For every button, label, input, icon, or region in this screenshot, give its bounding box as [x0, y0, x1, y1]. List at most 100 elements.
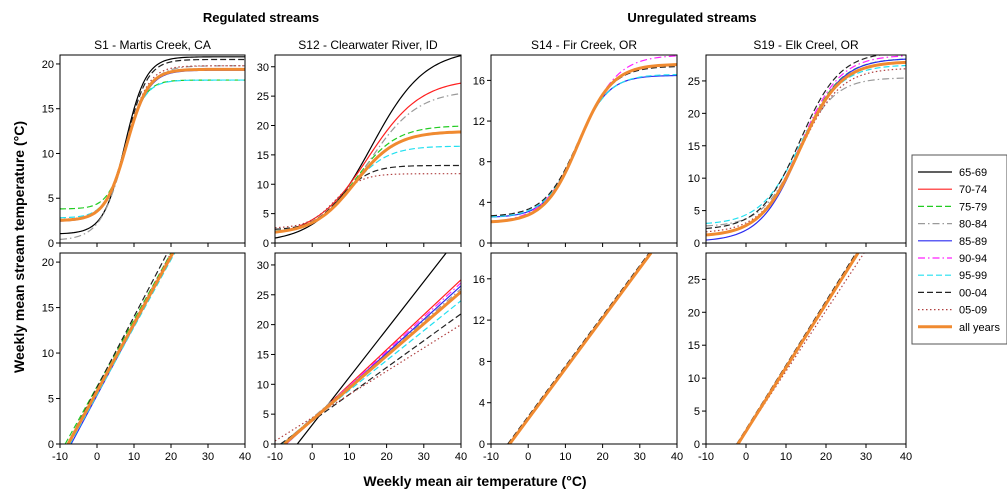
- series-line-all-years: [508, 253, 653, 444]
- plot-frame: [59, 54, 246, 244]
- series-line-all-years: [283, 290, 461, 444]
- legend-label: 05-09: [959, 305, 987, 317]
- legend-item-all-years: all years: [918, 322, 1000, 334]
- legend-box: [911, 154, 1007, 345]
- x-tick-label: 40: [455, 451, 467, 463]
- y-tick-label: 0: [479, 238, 485, 250]
- x-tick-label: -10: [483, 451, 499, 463]
- series-group: [275, 253, 461, 444]
- x-tick-label: -10: [698, 451, 714, 463]
- x-tick-label: 30: [418, 451, 430, 463]
- y-tick-label: 25: [688, 274, 700, 286]
- panel-s12-clearwater-river-id: 0 5 10 15 20 25 30 S12 - Clearwater River, ID: [257, 38, 462, 250]
- x-axis-label: Weekly mean air temperature (°C): [363, 473, 586, 489]
- panel-s19-elk-creel-or: 0 5 10 15 20 25 S19 - Elk Creel, OR: [688, 38, 907, 250]
- series-line-90-94: [275, 131, 461, 233]
- panel-title: S12 - Clearwater River, ID: [298, 38, 438, 52]
- series-line-85-89: [60, 69, 245, 222]
- series-group: [64, 253, 176, 444]
- series-group: [275, 55, 461, 239]
- y-tick-label: 10: [688, 173, 700, 185]
- series-line-80-84: [275, 93, 461, 234]
- x-tick-label: -10: [52, 451, 68, 463]
- series-line-90-94: [706, 55, 906, 236]
- y-tick-label: 5: [48, 394, 54, 406]
- series-line-65-69: [60, 56, 245, 235]
- panel-title: S1 - Martis Creek, CA: [94, 38, 211, 52]
- series-line-95-99: [69, 253, 176, 444]
- y-tick-label: 15: [42, 303, 54, 315]
- y-tick-label: 0: [694, 238, 700, 250]
- legend-item-70-74: 70-74: [918, 184, 987, 196]
- y-tick-label: 16: [473, 75, 485, 87]
- x-tick-label: 40: [671, 451, 683, 463]
- y-tick-label: 25: [688, 76, 700, 88]
- y-tick-label: 20: [257, 121, 269, 133]
- series-line-75-79: [275, 125, 461, 233]
- y-tick-label: 10: [688, 373, 700, 385]
- panel-title: S19 - Elk Creel, OR: [753, 38, 859, 52]
- y-tick-label: 5: [48, 193, 54, 205]
- y-tick-label: 8: [479, 157, 485, 169]
- series-line-80-84: [60, 65, 245, 240]
- panel-s14-fir-creek-or: 0 4 8 12 16 S14 - Fir Creek, OR: [473, 38, 678, 250]
- legend-item-90-94: 90-94: [918, 253, 987, 265]
- y-tick-label: 4: [479, 398, 485, 410]
- y-tick-label: 0: [263, 238, 269, 250]
- x-tick-label: 30: [202, 451, 214, 463]
- group-title-unregulated: Unregulated streams: [627, 10, 756, 25]
- y-tick-label: 15: [42, 104, 54, 116]
- x-tick-label: 20: [380, 451, 392, 463]
- plot-frame: [490, 54, 678, 244]
- legend-item-80-84: 80-84: [918, 219, 987, 231]
- plot-frame: [59, 252, 246, 445]
- y-tick-label: 15: [688, 141, 700, 153]
- series-line-all-years: [275, 130, 461, 234]
- plot-frame: [705, 54, 907, 244]
- panel-title: S14 - Fir Creek, OR: [531, 38, 637, 52]
- x-tick-label: -10: [267, 451, 283, 463]
- series-group: [507, 253, 653, 444]
- series-line-all-years: [66, 253, 175, 444]
- y-tick-label: 25: [257, 91, 269, 103]
- y-tick-label: 0: [479, 439, 485, 451]
- legend-label: 90-94: [959, 253, 987, 265]
- legend-label: all years: [959, 322, 1000, 334]
- series-line-80-84: [491, 64, 677, 223]
- y-tick-label: 30: [257, 260, 269, 272]
- y-tick-label: 12: [473, 116, 485, 128]
- y-tick-label: 20: [257, 320, 269, 332]
- y-tick-label: 15: [688, 340, 700, 352]
- legend-label: 85-89: [959, 236, 987, 248]
- legend-label: 65-69: [959, 167, 987, 179]
- series-line-00-04: [706, 55, 885, 230]
- y-tick-label: 15: [257, 349, 269, 361]
- x-tick-label: 30: [634, 451, 646, 463]
- y-tick-label: 10: [257, 179, 269, 191]
- y-tick-label: 10: [257, 379, 269, 391]
- series-line-05-09: [706, 68, 906, 233]
- series-line-85-89: [275, 131, 461, 233]
- plot-frame: [705, 252, 907, 445]
- legend-item-00-04: 00-04: [918, 287, 987, 299]
- series-line-75-79: [706, 58, 906, 236]
- y-tick-label: 5: [263, 209, 269, 221]
- y-tick-label: 20: [42, 257, 54, 269]
- x-tick-label: 20: [165, 451, 177, 463]
- y-tick-label: 0: [48, 238, 54, 250]
- x-tick-label: 0: [525, 451, 531, 463]
- y-tick-label: 10: [42, 148, 54, 160]
- legend-label: 00-04: [959, 287, 987, 299]
- y-axis-label: Weekly mean stream temperature (°C): [11, 121, 27, 373]
- x-tick-label: 10: [128, 451, 140, 463]
- y-tick-label: 12: [473, 315, 485, 327]
- y-tick-label: 0: [263, 439, 269, 451]
- legend-item-95-99: 95-99: [918, 270, 987, 282]
- series-line-75-79: [60, 79, 245, 210]
- series-group: [491, 55, 677, 224]
- plot-frame: [274, 54, 462, 244]
